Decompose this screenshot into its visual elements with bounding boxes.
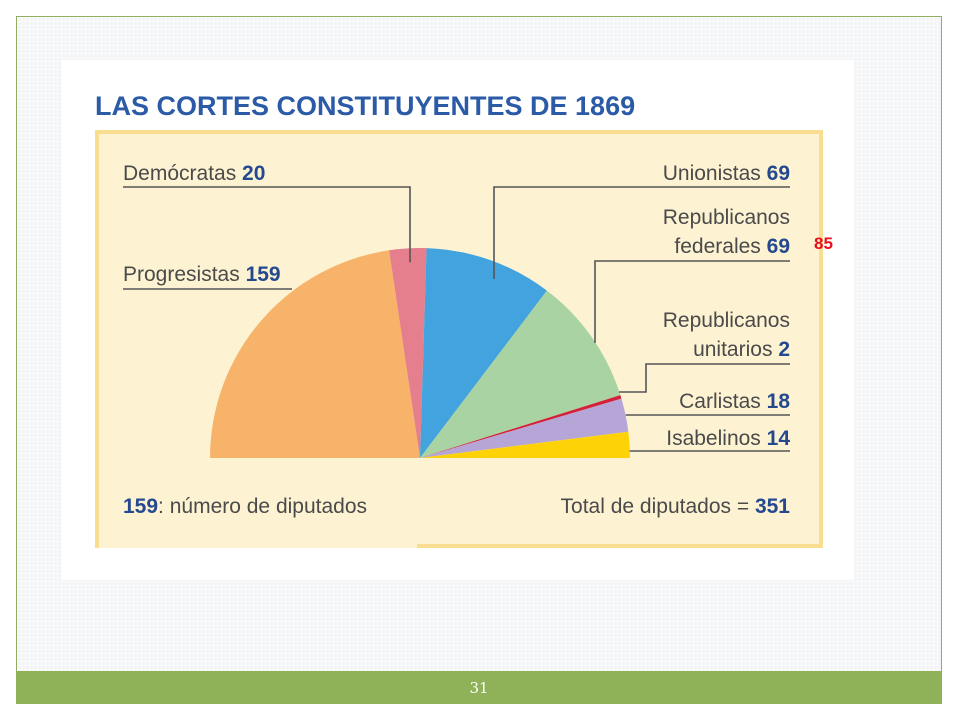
label-federales-line1: Republicanos [663, 206, 790, 229]
label-progresistas: Progresistas 159 [123, 263, 281, 286]
pie-slice-unitarios [420, 395, 622, 458]
leader-line-unionistas [493, 186, 790, 279]
label-carlistas: Carlistas 18 [679, 390, 790, 413]
pie-slice-federales [420, 290, 621, 458]
legend-note: 159: número de diputados [123, 495, 367, 518]
footer-bar: 31 [16, 671, 942, 704]
leader-line-federales [594, 260, 790, 343]
chart-title: LAS CORTES CONSTITUYENTES DE 1869 [95, 91, 635, 121]
label-unitarios-line1: Republicanos [663, 309, 790, 332]
leader-line-unitarios [619, 363, 790, 393]
leader-line-democratas [123, 186, 411, 263]
label-federales-line2: federales 69 [674, 235, 790, 258]
pie-slices [210, 247, 630, 458]
label-isabelinos: Isabelinos 14 [666, 427, 790, 450]
pie-slice-democratas [389, 247, 427, 458]
pie-slice-carlistas [420, 398, 629, 458]
page-number: 31 [469, 679, 489, 697]
total-deputies: Total de diputados = 351 [561, 495, 791, 518]
label-democratas: Demócratas 20 [123, 162, 265, 185]
pie-slice-isabelinos [420, 431, 630, 458]
chart-svg: LAS CORTES CONSTITUYENTES DE 1869 Demócr… [95, 91, 823, 548]
label-unionistas: Unionistas 69 [663, 162, 790, 185]
leader-lines [123, 186, 790, 452]
pie-slice-progresistas [210, 250, 420, 458]
label-unitarios-line2: unitarios 2 [693, 338, 790, 361]
overlay-annotation-number: 85 [814, 234, 833, 253]
chart-figure: LAS CORTES CONSTITUYENTES DE 1869 Demócr… [62, 60, 854, 580]
pie-slice-unionistas [420, 248, 547, 458]
